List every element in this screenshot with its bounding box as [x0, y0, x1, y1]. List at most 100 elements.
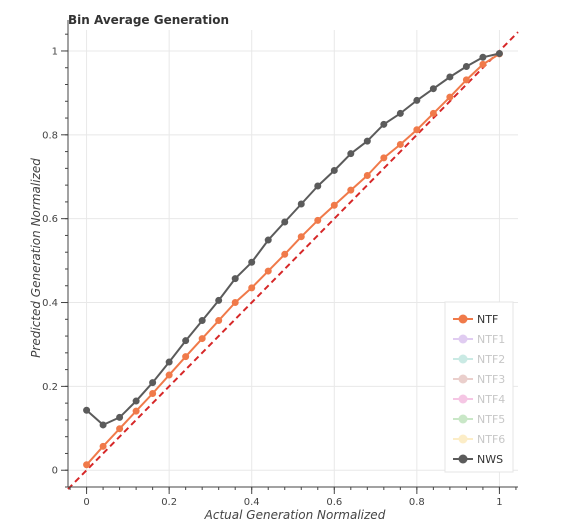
grid [68, 30, 518, 487]
x-tick-label: 1 [496, 497, 502, 508]
x-axis-label: Actual Generation Normalized [204, 508, 386, 522]
data-point-ntf [297, 233, 305, 241]
data-point-nws [462, 62, 470, 70]
data-point-nws [314, 182, 322, 190]
data-point-nws [231, 275, 239, 283]
x-tick-label: 0.4 [244, 497, 260, 508]
y-tick-label: 0 [52, 466, 58, 477]
legend-label-nws: NWS [477, 453, 503, 466]
series-group [83, 49, 503, 469]
data-point-ntf [198, 335, 206, 343]
data-point-nws [281, 218, 289, 226]
series-nws [83, 49, 503, 429]
legend-box [444, 301, 514, 473]
y-tick-label: 0.4 [42, 298, 58, 309]
data-point-nws [396, 109, 404, 117]
legend-label-ntf1: NTF1 [477, 333, 505, 346]
legend-swatch-marker-ntf2 [458, 354, 468, 364]
data-point-nws [363, 137, 371, 145]
legend-item-ntf5[interactable]: NTF5 [453, 413, 505, 426]
data-point-ntf [380, 154, 388, 162]
legend-swatch-marker-nws [458, 454, 468, 464]
legend-item-ntf6[interactable]: NTF6 [453, 433, 505, 446]
data-point-ntf [396, 140, 404, 148]
series-ntf [83, 50, 503, 469]
data-point-ntf [330, 201, 338, 209]
data-point-ntf [132, 407, 140, 415]
y-axis-label: Predicted Generation Normalized [29, 158, 43, 358]
legend-item-nws[interactable]: NWS [453, 453, 503, 466]
y-tick-label: 0.8 [42, 130, 58, 141]
data-point-ntf [149, 390, 157, 398]
legend-item-ntf3[interactable]: NTF3 [453, 373, 505, 386]
data-point-ntf [413, 126, 421, 134]
data-point-nws [165, 358, 173, 366]
reference-line-group [67, 31, 519, 490]
data-point-ntf [99, 442, 107, 450]
legend-label-ntf5: NTF5 [477, 413, 505, 426]
data-point-ntf [479, 60, 487, 68]
data-point-ntf [264, 267, 272, 275]
legend[interactable]: NTF NTF1 NTF2 NTF3 NTF4 NTF5 NTF6 NWS [444, 301, 514, 473]
data-point-ntf [83, 461, 91, 469]
data-point-ntf [281, 250, 289, 258]
data-point-nws [83, 406, 91, 414]
reference-diagonal-line [67, 31, 519, 490]
data-point-nws [99, 421, 107, 429]
legend-item-ntf[interactable]: NTF [453, 313, 498, 326]
legend-item-ntf1[interactable]: NTF1 [453, 333, 505, 346]
x-tick-label: 0.2 [161, 497, 177, 508]
legend-label-ntf: NTF [477, 313, 498, 326]
data-point-ntf [248, 284, 256, 292]
data-point-nws [446, 73, 454, 81]
data-point-ntf [462, 76, 470, 84]
y-tick-label: 0.6 [42, 214, 58, 225]
legend-swatch-marker-ntf6 [458, 434, 468, 444]
data-point-ntf [231, 299, 239, 307]
data-point-ntf [314, 216, 322, 224]
data-point-nws [347, 150, 355, 158]
data-point-nws [429, 85, 437, 93]
axes: 0 0.2 0.4 0.6 0.8 1 0 0.2 0.4 0.6 0.8 1 [42, 20, 518, 508]
data-point-nws [215, 296, 223, 304]
legend-label-ntf2: NTF2 [477, 353, 505, 366]
data-point-nws [380, 120, 388, 128]
x-tick-label: 0 [83, 497, 89, 508]
legend-swatch-marker-ntf1 [458, 334, 468, 344]
legend-swatch-marker-ntf4 [458, 394, 468, 404]
legend-swatch-marker-ntf [458, 314, 468, 324]
x-tick-label: 0.6 [326, 497, 342, 508]
legend-item-ntf4[interactable]: NTF4 [453, 393, 505, 406]
data-point-nws [182, 337, 190, 345]
data-point-nws [132, 397, 140, 405]
data-point-ntf [116, 425, 124, 433]
y-tick-label: 1 [52, 46, 58, 57]
chart-title: Bin Average Generation [68, 13, 229, 27]
data-point-ntf [347, 186, 355, 194]
legend-swatch-marker-ntf5 [458, 414, 468, 424]
legend-label-ntf3: NTF3 [477, 373, 505, 386]
data-point-nws [479, 53, 487, 61]
data-point-ntf [446, 93, 454, 101]
y-tick-label: 0.2 [42, 382, 58, 393]
x-tick-label: 0.8 [409, 497, 425, 508]
data-point-ntf [215, 317, 223, 325]
series-line-ntf [85, 53, 500, 466]
data-point-nws [297, 200, 305, 208]
data-point-ntf [165, 371, 173, 379]
legend-item-ntf2[interactable]: NTF2 [453, 353, 505, 366]
data-point-nws [116, 413, 124, 421]
data-point-ntf [363, 171, 371, 179]
data-point-nws [264, 236, 272, 244]
data-point-nws [149, 379, 157, 387]
legend-swatch-marker-ntf3 [458, 374, 468, 384]
data-point-nws [413, 96, 421, 104]
legend-label-ntf4: NTF4 [477, 393, 505, 406]
data-point-nws [495, 49, 503, 57]
data-point-nws [198, 317, 206, 325]
data-point-nws [330, 166, 338, 174]
data-point-nws [248, 258, 256, 266]
legend-label-ntf6: NTF6 [477, 433, 505, 446]
